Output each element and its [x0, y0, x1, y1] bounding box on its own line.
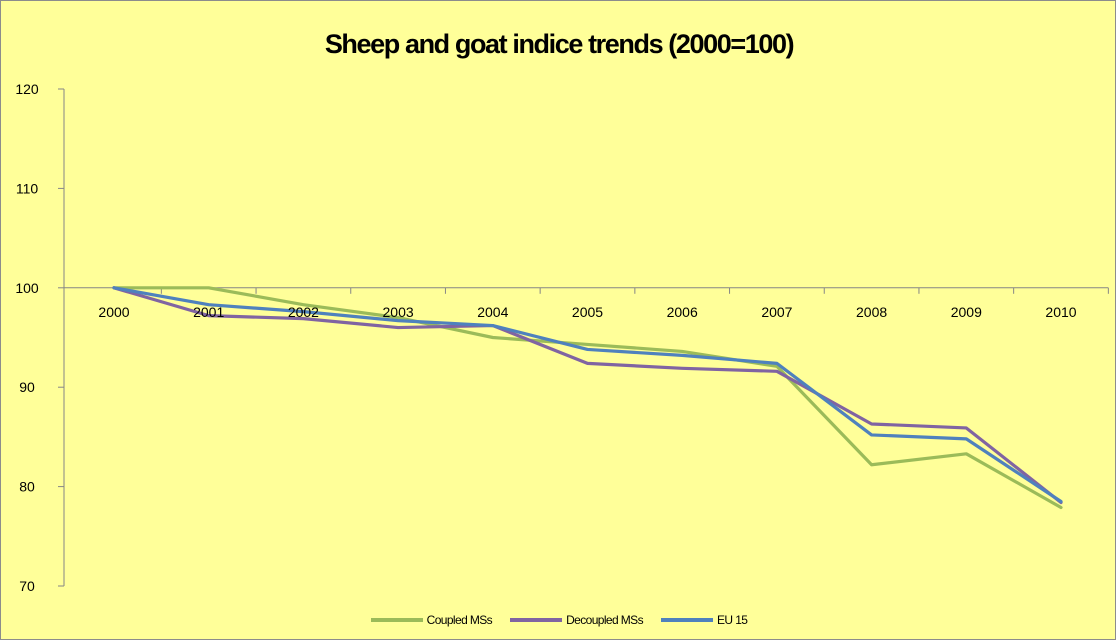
legend-swatch [661, 618, 713, 622]
y-tick-label: 110 [16, 180, 39, 196]
legend-label: Coupled MSs [426, 613, 493, 627]
legend-item: Coupled MSs [370, 613, 493, 627]
x-tick-label: 2008 [856, 304, 887, 320]
y-tick-label: 80 [19, 479, 35, 495]
series-line-3 [112, 286, 1063, 504]
legend-swatch [510, 618, 563, 622]
x-tick-label: 2005 [572, 304, 603, 320]
x-tick-label: 2004 [477, 304, 508, 320]
legend-item: Decoupled MSs [510, 613, 644, 627]
legend-swatch [370, 618, 423, 622]
legend-item: EU 15 [661, 613, 748, 627]
y-tick-label: 70 [19, 578, 35, 594]
y-tick-label: 100 [15, 280, 39, 296]
x-tick-label: 2002 [288, 304, 319, 320]
legend-label: Decoupled MSs [566, 613, 644, 627]
legend-label: EU 15 [717, 613, 748, 627]
x-tick-label: 2000 [98, 304, 129, 320]
x-tick-label: 2001 [193, 304, 224, 320]
y-tick-label: 120 [15, 81, 39, 97]
x-tick-label: 2007 [761, 304, 792, 320]
chart-title: Sheep and goat indice trends (2000=100) [324, 29, 795, 59]
series-line-1 [112, 286, 1063, 510]
series-line-2 [112, 286, 1063, 505]
x-tick-label: 2009 [951, 304, 982, 320]
y-tick-label: 90 [19, 379, 35, 395]
x-tick-label: 2006 [667, 304, 698, 320]
x-tick-label: 2010 [1045, 304, 1076, 320]
x-tick-label: 2003 [383, 304, 414, 320]
legend: Coupled MSs Decoupled MSs EU 15 [1, 613, 1116, 627]
